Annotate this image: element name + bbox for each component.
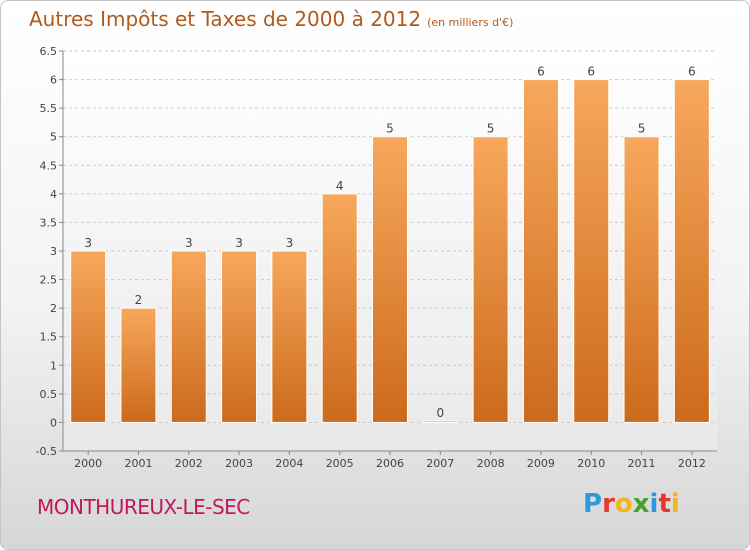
y-tick-label: 5 [50, 131, 57, 144]
x-tick-label: 2002 [175, 457, 203, 470]
logo-letter: x [632, 489, 650, 519]
y-tick-label: 1 [50, 359, 57, 372]
bar [673, 79, 710, 423]
bar [522, 79, 559, 423]
logo-letter: i [670, 489, 680, 519]
y-tick-label: 0.5 [40, 388, 58, 401]
bar-value-label: 6 [587, 65, 595, 79]
x-tick-label: 2000 [74, 457, 102, 470]
bar-value-label: 3 [185, 236, 193, 250]
x-tick-label: 2008 [477, 457, 505, 470]
bar-value-label: 0 [436, 406, 444, 420]
y-tick-label: 4.5 [40, 159, 58, 172]
x-tick-label: 2005 [326, 457, 354, 470]
logo-letter: t [658, 489, 671, 519]
bar-value-label: 5 [386, 122, 394, 136]
y-tick-label: 3 [50, 245, 57, 258]
bar [372, 136, 408, 423]
bar-value-label: 6 [537, 65, 545, 79]
bar-value-label: 5 [487, 122, 495, 136]
logo-letter: r [602, 489, 615, 519]
y-tick-label: 2.5 [40, 274, 58, 287]
y-tick-label: 3.5 [40, 216, 58, 229]
chart-unit: (en milliers d'€) [427, 16, 514, 29]
logo-letter: i [649, 489, 659, 519]
y-tick-label: 1.5 [40, 331, 58, 344]
y-tick-label: 6 [50, 74, 57, 87]
x-tick-label: 2011 [628, 457, 656, 470]
y-tick-label: 2 [50, 302, 57, 315]
bar [120, 307, 157, 423]
commune-name: MONTHUREUX-LE-SEC [37, 495, 250, 519]
bar [271, 250, 308, 423]
bar [321, 193, 358, 423]
x-tick-label: 2009 [527, 457, 555, 470]
bar [623, 136, 660, 423]
chart-title: Autres Impôts et Taxes de 2000 à 2012 (en… [29, 7, 513, 31]
bar-value-label: 3 [84, 236, 92, 250]
bar-value-label: 5 [638, 122, 646, 136]
bar [472, 136, 509, 423]
y-tick-label: 4 [50, 188, 57, 201]
bar-value-label: 4 [336, 179, 344, 193]
y-tick-label: 0 [50, 416, 57, 429]
logo-letter: P [583, 489, 603, 519]
proxiti-logo: Proxiti [583, 489, 680, 519]
x-tick-label: 2007 [426, 457, 454, 470]
logo-letter: o [614, 489, 633, 519]
x-tick-label: 2012 [678, 457, 706, 470]
x-tick-label: 2006 [376, 457, 404, 470]
bar [170, 250, 207, 423]
y-tick-label: 6.5 [40, 45, 58, 58]
y-tick-label: -0.5 [36, 445, 57, 458]
bar [70, 250, 107, 423]
bar-value-label: 2 [135, 293, 143, 307]
bar-value-label: 3 [286, 236, 294, 250]
bar [221, 250, 258, 423]
x-tick-label: 2003 [225, 457, 253, 470]
bar-value-label: 3 [235, 236, 243, 250]
x-tick-label: 2001 [124, 457, 152, 470]
x-tick-label: 2010 [577, 457, 605, 470]
bar [573, 79, 610, 423]
x-tick-label: 2004 [275, 457, 303, 470]
bar [422, 420, 459, 423]
y-tick-label: 5.5 [40, 102, 58, 115]
chart-title-text: Autres Impôts et Taxes de 2000 à 2012 [29, 7, 422, 31]
bar-value-label: 6 [688, 65, 696, 79]
